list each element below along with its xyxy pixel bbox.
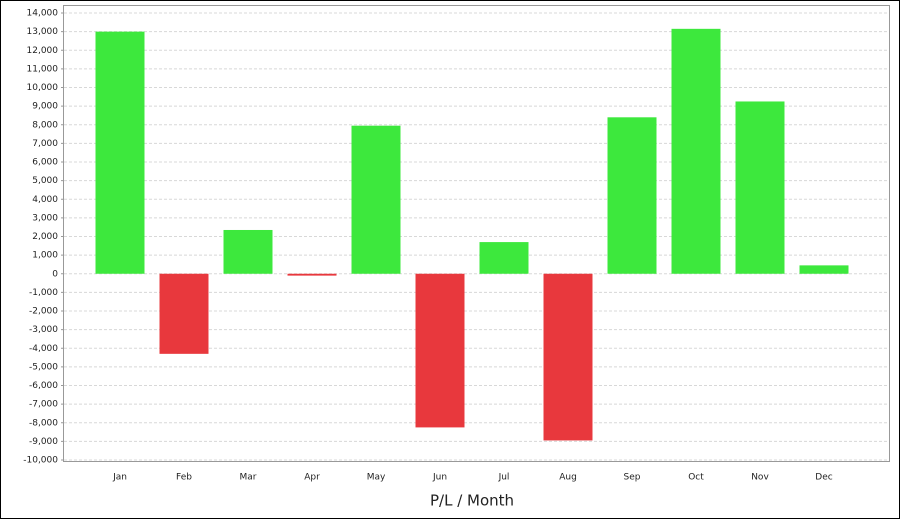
y-tick-label: 4,000 <box>32 195 58 205</box>
bar <box>287 273 337 276</box>
y-tick-label: 7,000 <box>32 139 58 149</box>
y-tick-label: 1,000 <box>32 251 58 261</box>
bar <box>223 229 273 274</box>
bar <box>479 242 529 274</box>
bar <box>95 31 145 274</box>
y-tick-label: -3,000 <box>29 325 58 335</box>
x-tick-label: Sep <box>624 473 641 483</box>
x-tick-label: Apr <box>304 473 320 483</box>
y-tick-label: -1,000 <box>29 288 58 298</box>
bar <box>799 265 849 274</box>
y-tick-label: 6,000 <box>32 158 58 168</box>
y-tick-label: 12,000 <box>27 46 59 56</box>
y-tick-label: 5,000 <box>32 176 58 186</box>
y-tick-label: -5,000 <box>29 362 58 372</box>
x-tick-label: Nov <box>751 473 769 483</box>
y-tick-label: -4,000 <box>29 344 58 354</box>
x-axis-title: P/L / Month <box>430 492 514 510</box>
y-tick-label: -2,000 <box>29 307 58 317</box>
y-tick-label: -6,000 <box>29 381 58 391</box>
x-tick-label: Oct <box>688 473 704 483</box>
x-tick-label: Jan <box>112 473 127 483</box>
x-tick-label: Jul <box>498 473 510 483</box>
bar <box>735 101 785 274</box>
y-tick-label: 14,000 <box>27 9 59 19</box>
bar <box>607 117 657 274</box>
x-tick-label: Jun <box>432 473 447 483</box>
y-tick-label: -7,000 <box>29 400 58 410</box>
x-tick-label: Aug <box>559 473 577 483</box>
x-tick-label: May <box>367 473 386 483</box>
y-tick-label: 11,000 <box>27 64 59 74</box>
x-tick-label: Mar <box>240 473 257 483</box>
y-tick-label: 13,000 <box>27 27 59 37</box>
bar <box>159 273 209 354</box>
bar <box>415 273 465 428</box>
x-tick-label: Dec <box>815 473 832 483</box>
bar <box>351 125 401 274</box>
y-tick-label: 8,000 <box>32 120 58 130</box>
y-tick-label: 10,000 <box>27 83 59 93</box>
bar <box>671 28 721 274</box>
y-tick-label: -8,000 <box>29 418 58 428</box>
y-tick-label: 3,000 <box>32 213 58 223</box>
y-tick-label: -9,000 <box>29 437 58 447</box>
x-tick-label: Feb <box>176 473 192 483</box>
y-tick-label: 2,000 <box>32 232 58 242</box>
bar <box>543 273 593 441</box>
y-tick-label: 9,000 <box>32 102 58 112</box>
y-tick-label: 0 <box>52 269 58 279</box>
y-tick-label: -10,000 <box>23 456 58 466</box>
